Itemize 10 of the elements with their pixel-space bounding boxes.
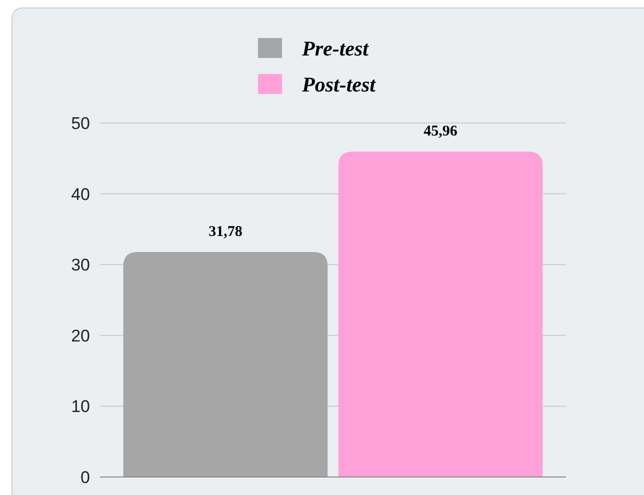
y-tick-label: 30 (71, 256, 90, 275)
data-label: 45,96 (424, 124, 458, 140)
legend-label: Post-test (301, 72, 377, 96)
y-tick-label: 0 (80, 468, 90, 487)
y-tick-label: 50 (71, 114, 90, 133)
legend-label: Pre-test (301, 36, 370, 60)
y-tick-label: 40 (71, 184, 90, 204)
data-label: 31,78 (208, 224, 242, 240)
y-tick-label: 10 (71, 397, 90, 416)
y-tick-label: 20 (71, 326, 90, 346)
